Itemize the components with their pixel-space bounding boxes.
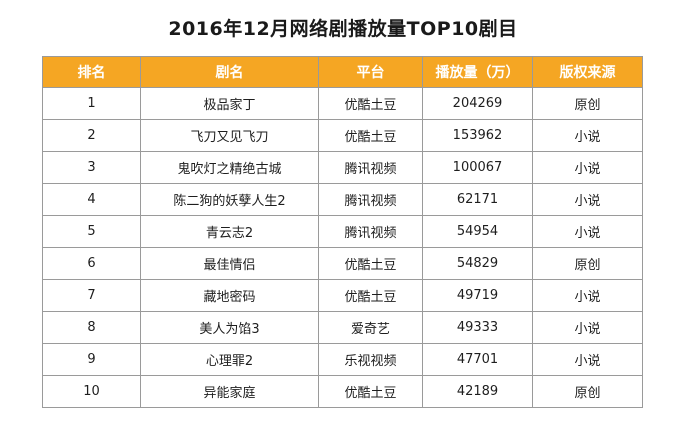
cell-rank: 4: [42, 183, 141, 216]
table-row: 2 飞刀又见飞刀 优酷土豆 153962 小说: [42, 119, 643, 152]
cell-plays: 153962: [422, 119, 533, 152]
table-row: 8 美人为馅3 爱奇艺 49333 小说: [42, 311, 643, 344]
table-header-row: 排名 剧名 平台 播放量（万） 版权来源: [42, 56, 643, 88]
cell-source: 小说: [532, 215, 643, 248]
cell-name: 飞刀又见飞刀: [140, 119, 319, 152]
table-row: 1 极品家丁 优酷土豆 204269 原创: [42, 87, 643, 120]
cell-rank: 1: [42, 87, 141, 120]
cell-plays: 62171: [422, 183, 533, 216]
cell-name: 异能家庭: [140, 375, 319, 408]
cell-source: 原创: [532, 375, 643, 408]
cell-source: 原创: [532, 247, 643, 280]
table-row: 5 青云志2 腾讯视频 54954 小说: [42, 215, 643, 248]
cell-platform: 腾讯视频: [318, 151, 423, 184]
header-plays: 播放量（万）: [422, 56, 533, 88]
cell-source: 原创: [532, 87, 643, 120]
cell-plays: 100067: [422, 151, 533, 184]
cell-rank: 8: [42, 311, 141, 344]
cell-name: 鬼吹灯之精绝古城: [140, 151, 319, 184]
cell-rank: 3: [42, 151, 141, 184]
cell-source: 小说: [532, 279, 643, 312]
cell-rank: 9: [42, 343, 141, 376]
ranking-table: 排名 剧名 平台 播放量（万） 版权来源 1 极品家丁 优酷土豆 204269 …: [42, 56, 643, 408]
cell-rank: 5: [42, 215, 141, 248]
page-title: 2016年12月网络剧播放量TOP10剧目: [168, 18, 518, 40]
table-row: 7 藏地密码 优酷土豆 49719 小说: [42, 279, 643, 312]
cell-name: 极品家丁: [140, 87, 319, 120]
cell-name: 藏地密码: [140, 279, 319, 312]
header-name: 剧名: [140, 56, 319, 88]
cell-plays: 54829: [422, 247, 533, 280]
cell-rank: 6: [42, 247, 141, 280]
cell-plays: 49719: [422, 279, 533, 312]
header-platform: 平台: [318, 56, 423, 88]
cell-plays: 204269: [422, 87, 533, 120]
cell-name: 最佳情侣: [140, 247, 319, 280]
cell-plays: 47701: [422, 343, 533, 376]
cell-platform: 乐视视频: [318, 343, 423, 376]
cell-platform: 腾讯视频: [318, 215, 423, 248]
cell-source: 小说: [532, 151, 643, 184]
cell-platform: 优酷土豆: [318, 119, 423, 152]
cell-name: 美人为馅3: [140, 311, 319, 344]
cell-source: 小说: [532, 343, 643, 376]
cell-rank: 2: [42, 119, 141, 152]
cell-name: 青云志2: [140, 215, 319, 248]
cell-platform: 优酷土豆: [318, 279, 423, 312]
table-row: 6 最佳情侣 优酷土豆 54829 原创: [42, 247, 643, 280]
table-row: 9 心理罪2 乐视视频 47701 小说: [42, 343, 643, 376]
table-row: 10 异能家庭 优酷土豆 42189 原创: [42, 375, 643, 408]
cell-plays: 42189: [422, 375, 533, 408]
cell-platform: 优酷土豆: [318, 375, 423, 408]
cell-platform: 爱奇艺: [318, 311, 423, 344]
table-row: 3 鬼吹灯之精绝古城 腾讯视频 100067 小说: [42, 151, 643, 184]
cell-name: 心理罪2: [140, 343, 319, 376]
cell-plays: 49333: [422, 311, 533, 344]
header-source: 版权来源: [532, 56, 643, 88]
header-rank: 排名: [42, 56, 141, 88]
cell-source: 小说: [532, 183, 643, 216]
cell-platform: 优酷土豆: [318, 247, 423, 280]
cell-source: 小说: [532, 311, 643, 344]
cell-source: 小说: [532, 119, 643, 152]
cell-rank: 7: [42, 279, 141, 312]
cell-name: 陈二狗的妖孽人生2: [140, 183, 319, 216]
cell-platform: 优酷土豆: [318, 87, 423, 120]
cell-platform: 腾讯视频: [318, 183, 423, 216]
cell-plays: 54954: [422, 215, 533, 248]
table-row: 4 陈二狗的妖孽人生2 腾讯视频 62171 小说: [42, 183, 643, 216]
cell-rank: 10: [42, 375, 141, 408]
